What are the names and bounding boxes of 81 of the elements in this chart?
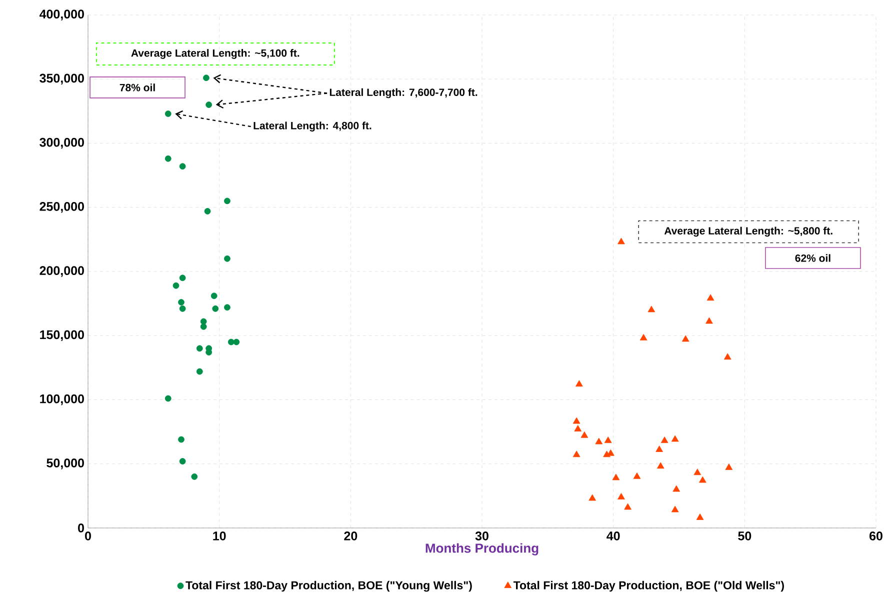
point <box>618 238 625 244</box>
annotation: 78% oil <box>120 84 155 92</box>
point <box>588 494 596 501</box>
point <box>572 417 580 424</box>
point <box>164 155 172 162</box>
x-tick-label: 0 <box>85 532 91 540</box>
point <box>698 476 706 483</box>
point <box>224 304 230 311</box>
point <box>164 110 172 117</box>
point <box>200 323 207 330</box>
point <box>200 318 207 325</box>
point <box>656 446 663 452</box>
point <box>210 292 218 300</box>
point <box>706 317 713 324</box>
point <box>682 335 690 342</box>
point <box>618 493 625 500</box>
point <box>224 255 230 262</box>
point <box>191 473 198 480</box>
point <box>179 274 186 282</box>
annotation: Average Lateral Length: ~5,100 ft. <box>131 49 300 59</box>
point <box>179 458 186 464</box>
point <box>204 208 211 214</box>
point <box>576 380 583 387</box>
point <box>203 74 210 82</box>
point <box>656 462 664 469</box>
point <box>179 305 186 312</box>
point <box>604 436 612 443</box>
y-tick-label: 100,000 <box>40 394 84 406</box>
point <box>660 436 668 443</box>
point <box>696 514 704 520</box>
point <box>178 299 184 306</box>
y-tick-label: 400,000 <box>39 10 84 20</box>
point <box>633 472 641 479</box>
point <box>724 353 732 360</box>
point <box>640 334 648 340</box>
point <box>196 368 203 375</box>
point <box>228 338 234 346</box>
y-tick-label: 0 <box>78 524 84 532</box>
point <box>164 395 172 402</box>
y-tick-label: 250,000 <box>40 202 84 213</box>
point <box>172 282 180 289</box>
point <box>706 294 714 301</box>
point <box>206 349 212 356</box>
point <box>206 102 212 108</box>
y-tick-label: 200,000 <box>40 266 84 277</box>
y-tick-label: 300,000 <box>40 138 84 149</box>
point <box>179 163 186 170</box>
point <box>574 425 582 432</box>
x-tick-label: 30 <box>475 532 488 540</box>
point <box>233 338 240 346</box>
y-tick-label: 50,000 <box>46 458 84 470</box>
point <box>572 450 580 458</box>
point <box>694 468 702 476</box>
point <box>671 435 679 442</box>
x-axis-title: Months Producing <box>426 543 538 556</box>
point <box>612 474 620 480</box>
y-tick-label: 150,000 <box>40 330 84 341</box>
x-tick-label: 60 <box>870 532 882 540</box>
annotation: 62% oil <box>795 254 830 262</box>
legend-label: Total First 180-Day Production, BOE ("Old Wells") <box>513 580 784 592</box>
x-tick-label: 40 <box>606 532 620 540</box>
point <box>671 506 679 512</box>
annotation: Average Lateral Length: ~5,800 ft. <box>664 226 832 237</box>
point <box>212 305 219 312</box>
annotation: Lateral Length: 7,600-7,700 ft. <box>330 88 478 98</box>
x-tick-label: 20 <box>344 532 358 540</box>
point <box>672 485 680 492</box>
point <box>725 464 733 470</box>
point <box>607 449 614 456</box>
point <box>624 503 632 510</box>
point <box>580 431 588 438</box>
point <box>224 198 230 204</box>
point <box>595 438 603 444</box>
point <box>648 306 656 312</box>
legend-label: Total First 180-Day Production, BOE ("Young Wells") <box>186 580 472 592</box>
annotation: Lateral Length: 4,800 ft. <box>254 122 372 132</box>
point <box>196 345 203 352</box>
x-tick-label: 10 <box>213 532 226 540</box>
y-tick-label: 350,000 <box>40 74 84 84</box>
point <box>178 436 184 443</box>
x-tick-label: 50 <box>738 532 752 540</box>
